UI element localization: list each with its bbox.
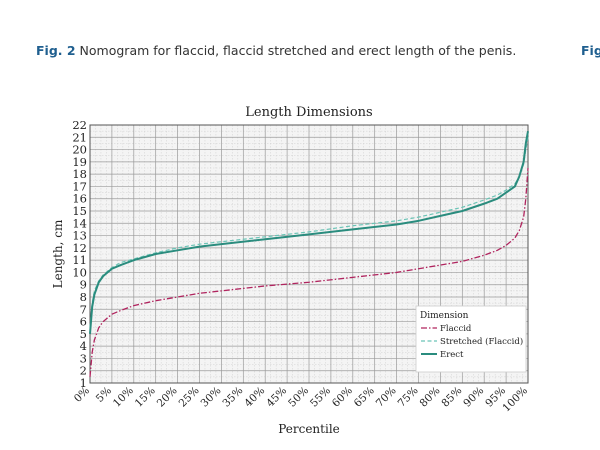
x-tick-label: 60% xyxy=(330,385,355,410)
chart-title: Length Dimensions xyxy=(245,105,372,120)
x-tick-label: 85% xyxy=(439,385,464,410)
y-tick-label: 13 xyxy=(72,229,87,243)
y-tick-label: 9 xyxy=(80,278,87,292)
x-tick-label: 45% xyxy=(264,385,289,410)
y-tick-label: 7 xyxy=(80,302,87,316)
y-tick-label: 16 xyxy=(72,192,87,206)
y-tick-label: 18 xyxy=(72,167,87,181)
x-tick-label: 50% xyxy=(286,385,311,410)
x-tick-labels: 0% 5%10%15%20%25%30%35%40%45%50%55%60%65%… xyxy=(72,385,530,415)
legend-box xyxy=(415,305,527,373)
x-tick-label: 55% xyxy=(308,385,333,410)
plot-frame xyxy=(89,124,529,384)
next-figure-label: Fig xyxy=(581,43,600,58)
y-axis-label: Length, cm xyxy=(51,219,65,288)
y-tick-label: 3 xyxy=(80,351,87,365)
legend-label-stretched: Stretched (Flaccid) xyxy=(440,336,523,347)
figure-caption: Fig. 2 Nomogram for flaccid, flaccid str… xyxy=(36,38,556,63)
y-tick-label: 4 xyxy=(80,339,87,353)
series-line-erect xyxy=(89,130,529,334)
x-tick-label: 35% xyxy=(220,385,245,410)
x-tick-label: 0% xyxy=(72,385,92,405)
y-tick-label: 1 xyxy=(80,376,87,390)
y-tick-label: 6 xyxy=(80,315,87,329)
figure-label: Fig. 2 xyxy=(36,43,76,58)
x-tick-label: 25% xyxy=(177,385,202,410)
x-tick-label: 90% xyxy=(461,385,486,410)
x-tick-label: 30% xyxy=(199,385,224,410)
y-tick-label: 15 xyxy=(72,204,87,218)
y-tick-label: 19 xyxy=(72,155,87,169)
x-tick-label: 20% xyxy=(155,385,180,410)
legend: Dimension Flaccid Stretched (Flaccid) Er… xyxy=(415,305,527,373)
figure-caption-text: Nomogram for flaccid, flaccid stretched … xyxy=(75,43,517,58)
series-layer xyxy=(89,130,529,377)
legend-label-erect: Erect xyxy=(440,350,464,360)
x-axis-label: Percentile xyxy=(278,422,340,436)
y-tick-label: 11 xyxy=(72,253,87,267)
x-tick-label: 75% xyxy=(396,385,421,410)
legend-title: Dimension xyxy=(420,311,469,321)
y-tick-label: 12 xyxy=(72,241,87,255)
y-tick-label: 17 xyxy=(72,179,87,193)
x-tick-label: 100% xyxy=(500,385,530,415)
y-tick-label: 10 xyxy=(72,265,87,279)
series-line-flaccid xyxy=(89,167,529,377)
y-tick-label: 22 xyxy=(72,118,87,132)
y-tick-label: 5 xyxy=(80,327,87,341)
x-tick-label: 80% xyxy=(418,385,443,410)
x-tick-label: 15% xyxy=(133,385,158,410)
y-tick-label: 20 xyxy=(72,143,87,157)
x-tick-label: 65% xyxy=(352,385,377,410)
x-tick-label: 10% xyxy=(111,385,136,410)
x-tick-label: 70% xyxy=(374,385,399,410)
x-tick-label: 40% xyxy=(242,385,267,410)
y-tick-label: 14 xyxy=(72,216,87,230)
y-tick-label: 21 xyxy=(72,130,87,144)
y-tick-label: 2 xyxy=(80,364,87,378)
legend-label-flaccid: Flaccid xyxy=(440,324,472,334)
y-tick-label: 8 xyxy=(80,290,87,304)
